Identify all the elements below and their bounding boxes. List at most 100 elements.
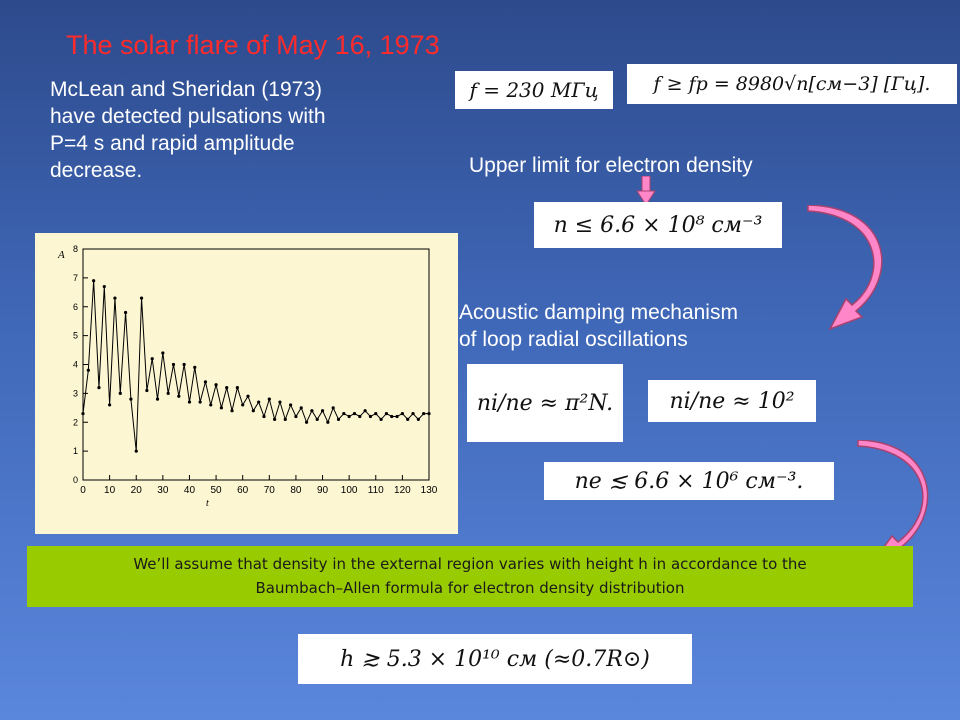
damping-line: Acoustic damping mechanism xyxy=(459,301,738,324)
data-point xyxy=(150,357,154,361)
data-point xyxy=(273,417,277,421)
intro-line: decrease. xyxy=(50,159,143,182)
y-tick-label: 0 xyxy=(73,475,78,485)
data-point xyxy=(262,414,266,419)
data-point xyxy=(155,397,160,401)
data-point xyxy=(347,414,351,419)
x-tick-label: 0 xyxy=(80,485,86,496)
ratio-value-formula: ni/ne ≈ 10² xyxy=(648,380,816,422)
data-point xyxy=(113,296,117,300)
data-point xyxy=(267,397,271,401)
data-point xyxy=(406,417,410,421)
data-point xyxy=(358,414,362,419)
data-point xyxy=(320,409,325,413)
data-point xyxy=(379,417,383,421)
damping-label: Acoustic damping mechanism of loop radia… xyxy=(459,299,738,353)
data-point xyxy=(342,411,346,416)
data-point xyxy=(246,394,250,398)
x-tick-label: 60 xyxy=(237,485,249,496)
data-point xyxy=(219,406,223,410)
data-point xyxy=(214,383,218,387)
data-point xyxy=(278,400,282,404)
x-axis-label: t xyxy=(206,498,209,509)
down-arrow-icon xyxy=(636,176,656,206)
data-point xyxy=(422,411,426,416)
data-point xyxy=(108,403,112,407)
plot-frame xyxy=(82,248,430,481)
baumbach-allen-note: We’ll assume that density in the externa… xyxy=(27,546,913,607)
data-point xyxy=(97,386,101,390)
x-tick-label: 80 xyxy=(290,485,302,496)
x-tick-label: 20 xyxy=(131,485,143,496)
x-tick-label: 110 xyxy=(368,485,384,496)
note-line: We’ll assume that density in the externa… xyxy=(133,555,807,573)
data-point xyxy=(225,386,229,390)
data-point xyxy=(331,406,335,410)
data-point xyxy=(363,409,367,413)
y-tick-label: 2 xyxy=(73,417,78,427)
intro-line: P=4 s and rapid amplitude xyxy=(50,132,295,155)
plasma-frequency-formula: f ≥ fp = 8980√n[см−3] [Гц]. xyxy=(627,64,957,104)
data-point xyxy=(374,411,378,416)
data-point xyxy=(352,411,357,416)
data-point xyxy=(390,414,394,419)
y-tick-label: 3 xyxy=(73,388,78,398)
intro-line: McLean and Sheridan (1973) xyxy=(50,78,323,101)
x-tick-label: 120 xyxy=(394,485,411,496)
ratio-formula: ni/ne ≈ π²N. xyxy=(467,364,623,442)
data-point xyxy=(209,403,213,407)
data-point xyxy=(118,391,122,395)
x-tick-label: 70 xyxy=(264,485,276,496)
y-tick-label: 5 xyxy=(73,331,78,341)
data-point xyxy=(304,420,309,424)
y-tick-label: 1 xyxy=(73,446,78,456)
data-point xyxy=(182,362,186,367)
y-axis-label: A xyxy=(57,249,65,261)
data-point xyxy=(310,409,314,413)
height-formula: h ≳ 5.3 × 10¹⁰ см (≈0.7R⊙) xyxy=(298,634,692,684)
data-point xyxy=(294,414,298,419)
x-tick-label: 50 xyxy=(211,485,223,496)
data-point xyxy=(171,362,176,367)
data-point xyxy=(395,414,399,419)
data-point xyxy=(198,400,202,404)
x-tick-label: 90 xyxy=(317,485,329,496)
x-tick-label: 40 xyxy=(184,485,196,496)
y-tick-label: 7 xyxy=(73,273,78,283)
data-point xyxy=(336,417,341,421)
data-point xyxy=(299,406,303,410)
x-tick-label: 130 xyxy=(421,485,438,496)
pulsation-chart-svg: 0 10 20 30 40 50 60 70 80 90 100 110 120 130 0 1 2 3 4 5 6 7 8… xyxy=(57,244,438,509)
data-point xyxy=(241,403,245,407)
data-point xyxy=(123,310,128,315)
data-point xyxy=(134,449,138,453)
pulsation-chart: 0 10 20 30 40 50 60 70 80 90 100 110 120 130 0 1 2 3 4 5 6 7 8… xyxy=(35,233,458,534)
data-point xyxy=(400,411,404,416)
intro-line: have detected pulsations with xyxy=(50,105,326,128)
upper-limit-label: Upper limit for electron density xyxy=(469,154,753,177)
data-point xyxy=(86,368,90,372)
y-tick-label: 6 xyxy=(73,302,78,312)
data-point xyxy=(416,417,420,421)
x-tick-label: 100 xyxy=(341,485,358,496)
data-point xyxy=(129,397,133,401)
data-point xyxy=(92,279,96,283)
data-point xyxy=(315,417,319,421)
data-point xyxy=(193,365,197,369)
intro-text: McLean and Sheridan (1973) have detected… xyxy=(50,76,430,184)
x-tick-label: 10 xyxy=(104,485,116,496)
y-tick-label: 8 xyxy=(73,244,78,254)
data-point xyxy=(139,296,144,300)
y-tick-label: 4 xyxy=(73,360,78,370)
data-point xyxy=(326,420,330,424)
note-line: Baumbach–Allen formula for electron dens… xyxy=(255,579,685,597)
data-point xyxy=(161,351,165,355)
data-point xyxy=(384,411,389,416)
curved-arrow-icon xyxy=(807,205,883,331)
data-point xyxy=(368,414,373,419)
slide-title: The solar flare of May 16, 1973 xyxy=(66,30,440,60)
data-point xyxy=(251,409,255,413)
data-point xyxy=(235,386,239,390)
x-tick-label: 30 xyxy=(157,485,169,496)
data-point xyxy=(102,284,106,289)
